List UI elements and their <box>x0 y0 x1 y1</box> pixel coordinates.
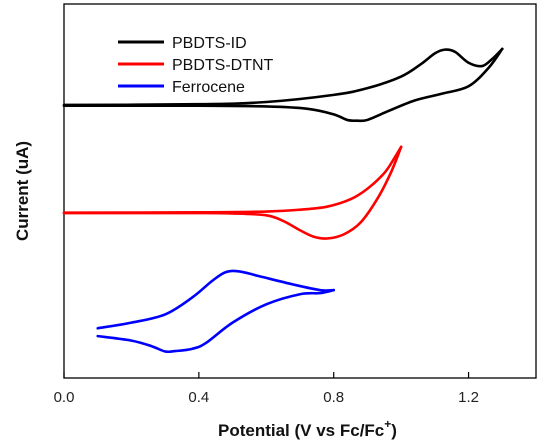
series-line-ferrocene-reverse <box>96 288 336 354</box>
x-tick-label: 1.2 <box>458 389 479 406</box>
series-line-ferrocene-forward <box>96 269 336 330</box>
legend-label-ferrocene: Ferrocene <box>172 79 245 96</box>
legend: PBDTS-ID PBDTS-DTNT Ferrocene <box>118 35 274 96</box>
series-line-pbdts-dtnt-reverse <box>62 145 403 240</box>
x-tick-label: 0.4 <box>188 389 209 406</box>
y-axis-title: Current (uA) <box>13 141 32 241</box>
series-layer <box>62 47 504 354</box>
series-line-pbdts-dtnt-forward <box>62 145 403 214</box>
series-line-pbdts-id-forward <box>62 47 504 107</box>
x-ticks: 0.0 0.4 0.8 1.2 <box>54 372 479 406</box>
legend-label-pbdts-id: PBDTS-ID <box>172 35 247 52</box>
x-axis-title-main: Potential (V vs Fc/Fc <box>218 421 384 440</box>
x-axis-title-close: ) <box>391 421 397 440</box>
legend-label-pbdts-dtnt: PBDTS-DTNT <box>172 57 274 74</box>
x-tick-label: 0.0 <box>54 389 75 406</box>
series-line-pbdts-id-reverse <box>62 47 504 123</box>
x-axis-title-superscript: + <box>384 417 391 431</box>
x-tick-label: 0.8 <box>323 389 344 406</box>
plot-frame <box>63 3 537 379</box>
plot-area: 0.0 0.4 0.8 1.2 <box>54 3 537 406</box>
x-axis-title: Potential (V vs Fc/Fc+) <box>218 417 397 440</box>
